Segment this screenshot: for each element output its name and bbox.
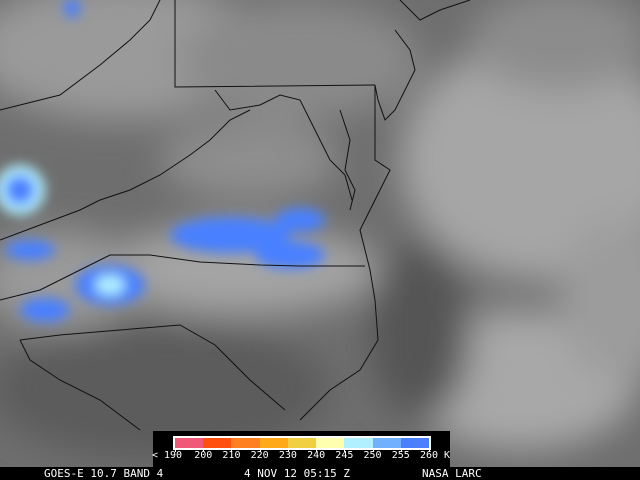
tick-label: 255 [391,450,410,461]
nj-coast [374,29,416,121]
delmarva [299,85,391,421]
ny-border [399,0,471,21]
tick-mark [203,448,205,452]
tick-mark [316,448,318,452]
color-scale-bar [173,436,431,450]
cold-cloud-tops [0,0,325,322]
tick-label: 230 [278,450,297,461]
tick-mark [231,448,233,452]
color-swatch [316,438,345,448]
credit-label: NASA LARC [422,467,482,480]
image-caption-bar: GOES-E 10.7 BAND 4 4 NOV 12 05:15 Z NASA… [0,467,640,480]
color-swatch [344,438,373,448]
tick-label: 210 [222,450,241,461]
color-swatch [287,438,317,448]
color-swatch [203,438,232,448]
color-swatch [231,438,260,448]
tick-mark [344,448,346,452]
cloud-field [0,0,640,460]
va-nc-border [0,254,365,301]
color-swatch [175,438,204,448]
wv-border [0,0,161,111]
tick-mark [175,448,176,452]
color-swatch [372,438,401,448]
tick-label: 260 K [419,450,451,461]
timestamp: 4 NOV 12 05:15 Z [244,467,350,480]
tick-mark [372,448,374,452]
color-swatch [400,438,429,448]
pa-md-border [174,0,376,88]
nc-sc-border [19,324,286,411]
tick-label: 220 [250,450,269,461]
state-borders [0,0,471,431]
md-va-border [214,89,353,201]
tick-label: 245 [335,450,354,461]
tick-mark [400,448,402,452]
tick-label: 200 [194,450,213,461]
tick-label: < 190 [151,450,183,461]
tick-mark [259,448,261,452]
wv-va-border [0,109,251,241]
tick-label: 250 [363,450,382,461]
sc-coast [19,339,141,431]
tick-mark [429,448,430,452]
color-swatch [259,438,288,448]
satellite-band-label: GOES-E 10.7 BAND 4 [44,467,164,480]
temperature-legend: < 190 200 210 220 230 240 245 250 255 260 K [151,431,451,467]
chesapeake [339,109,356,211]
tick-label: 240 [307,450,326,461]
tick-mark [287,448,289,452]
